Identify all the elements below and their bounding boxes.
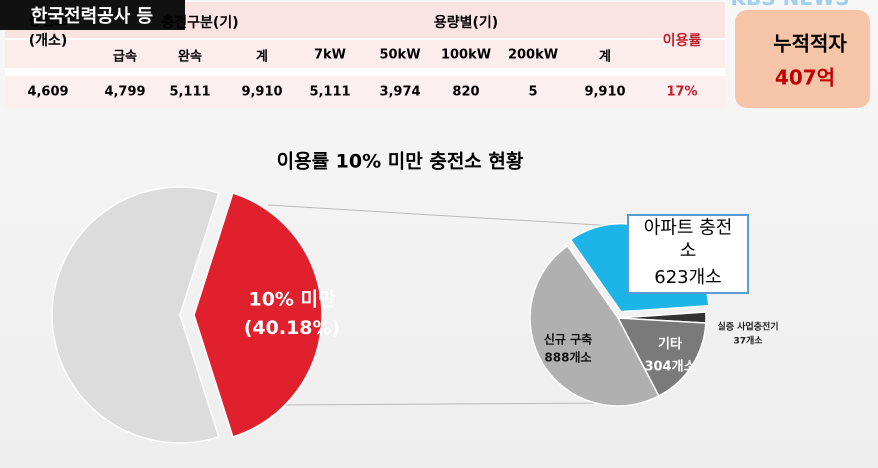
table-column: 50kW xyxy=(379,47,421,63)
table-cell: 17% xyxy=(666,84,698,100)
table-cell: 5,111 xyxy=(169,84,211,100)
table-column: 계 xyxy=(599,49,611,65)
table-column: 7kW xyxy=(313,47,347,63)
caption: 한국전력공사 등 xyxy=(30,6,154,27)
summary-value: 407억 xyxy=(774,65,836,90)
value-label: 623개소 xyxy=(654,267,722,288)
slice-label: 아파트 충전소 xyxy=(643,217,733,262)
value-label: 37개소 xyxy=(733,336,763,347)
table-cell: 4,799 xyxy=(104,84,146,100)
caption-box xyxy=(0,0,185,30)
summary-box xyxy=(735,10,870,108)
value-label: 304개소 xyxy=(644,359,696,375)
table-group: 용량별(기) xyxy=(433,15,499,31)
table-group: 이용률 xyxy=(662,33,702,49)
connector xyxy=(267,204,616,227)
table-cell: 9,910 xyxy=(241,84,283,100)
slice-label: 10% 미만 xyxy=(248,288,336,311)
label-box xyxy=(627,214,749,294)
slice-label: 신규 구축 xyxy=(543,332,593,347)
table-group: 충전소 (개소) xyxy=(28,13,68,49)
table-column: 급속 xyxy=(113,49,137,65)
connector xyxy=(267,402,616,406)
logo: KBS NEWS xyxy=(731,0,850,10)
table-cell: 4,609 xyxy=(27,84,69,100)
header-row xyxy=(5,40,725,68)
value-label: (40.18%) xyxy=(243,317,341,339)
pie-slice xyxy=(193,192,323,438)
summary-label: 누적적자 xyxy=(773,31,847,56)
chart-title: 이용률 10% 미만 충전소 현황 xyxy=(276,150,524,173)
data-row xyxy=(5,76,725,108)
table-column: 계 xyxy=(256,49,268,65)
slice-label: 실증 사업충전기 xyxy=(717,322,779,333)
value-label: 888개소 xyxy=(544,350,592,365)
pie-slice xyxy=(616,317,707,397)
pie-slice xyxy=(51,186,220,444)
table-cell: 9,910 xyxy=(584,84,626,100)
table-cell: 3,974 xyxy=(379,84,421,100)
pie-slice xyxy=(529,244,660,407)
table-column: 완속 xyxy=(178,49,202,65)
table-column: 100kW xyxy=(440,47,492,63)
table-group: 충전구분(기) xyxy=(161,15,239,31)
table-column: 200kW xyxy=(507,47,559,63)
table-cell: 820 xyxy=(452,84,480,100)
table-cell: 5 xyxy=(528,84,538,100)
table-cell: 5,111 xyxy=(309,84,351,100)
slice-label: 기타 xyxy=(658,336,682,352)
